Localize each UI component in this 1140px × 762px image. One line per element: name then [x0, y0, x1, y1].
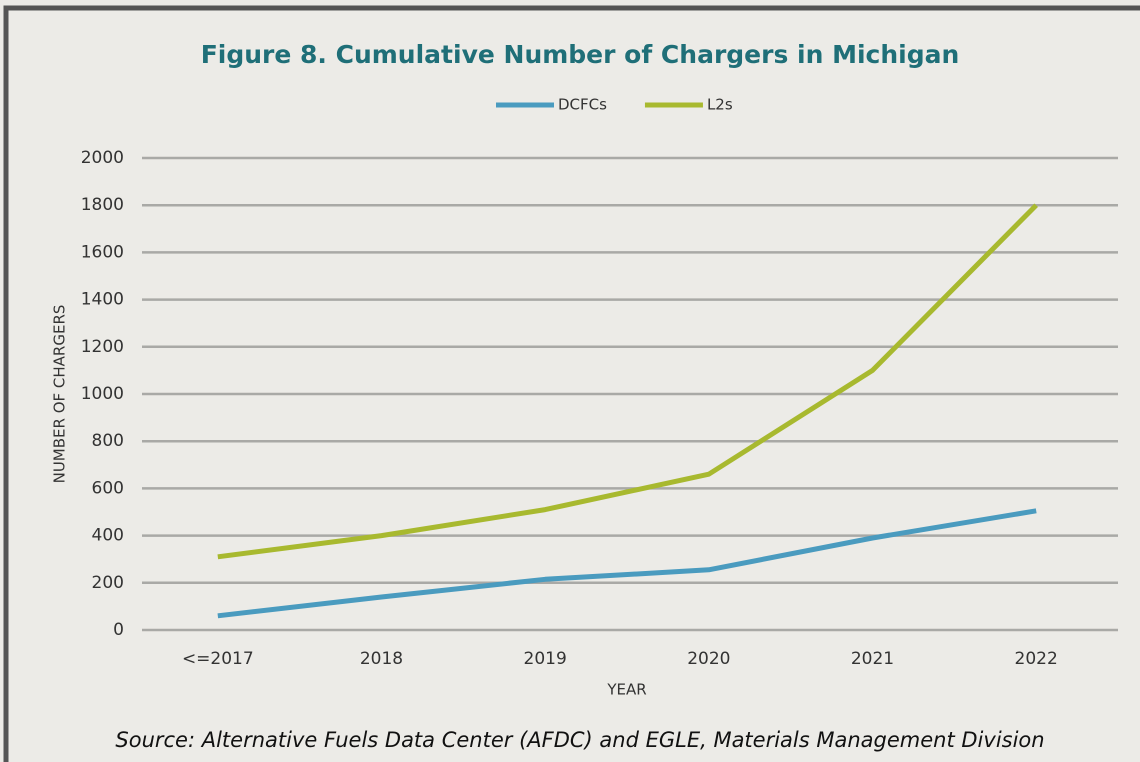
y-tick-label: 1800 — [81, 195, 124, 215]
y-axis-label: NUMBER OF CHARGERS — [51, 305, 69, 484]
x-tick-label: 2019 — [524, 649, 567, 669]
frame — [3, 5, 1140, 762]
y-tick-label: 800 — [92, 431, 124, 451]
x-tick-label: 2022 — [1015, 649, 1058, 669]
x-tick-label: <=2017 — [182, 649, 254, 669]
x-tick-label: 2021 — [851, 649, 894, 669]
chart-title: Figure 8. Cumulative Number of Chargers … — [201, 40, 960, 69]
data-line — [217, 203, 1038, 560]
y-tick-label: 1600 — [81, 242, 124, 262]
y-tick-label: 600 — [92, 478, 124, 498]
y-tick-label: 400 — [92, 526, 124, 546]
x-axis-label: YEAR — [606, 681, 646, 699]
legend-label: L2s — [707, 96, 733, 114]
y-tick-label: 1000 — [81, 384, 124, 404]
x-tick-label: 2018 — [360, 649, 403, 669]
y-tick-label: 0 — [113, 620, 124, 640]
y-tick-label: 2000 — [81, 148, 124, 168]
source-note: Source: Alternative Fuels Data Center (A… — [115, 728, 1044, 752]
y-tick-label: 1400 — [81, 290, 124, 310]
data-line — [217, 508, 1037, 619]
x-tick-label: 2020 — [687, 649, 730, 669]
legend-label: DCFCs — [558, 96, 607, 114]
y-tick-label: 200 — [92, 573, 124, 593]
y-tick-label: 1200 — [81, 337, 124, 357]
